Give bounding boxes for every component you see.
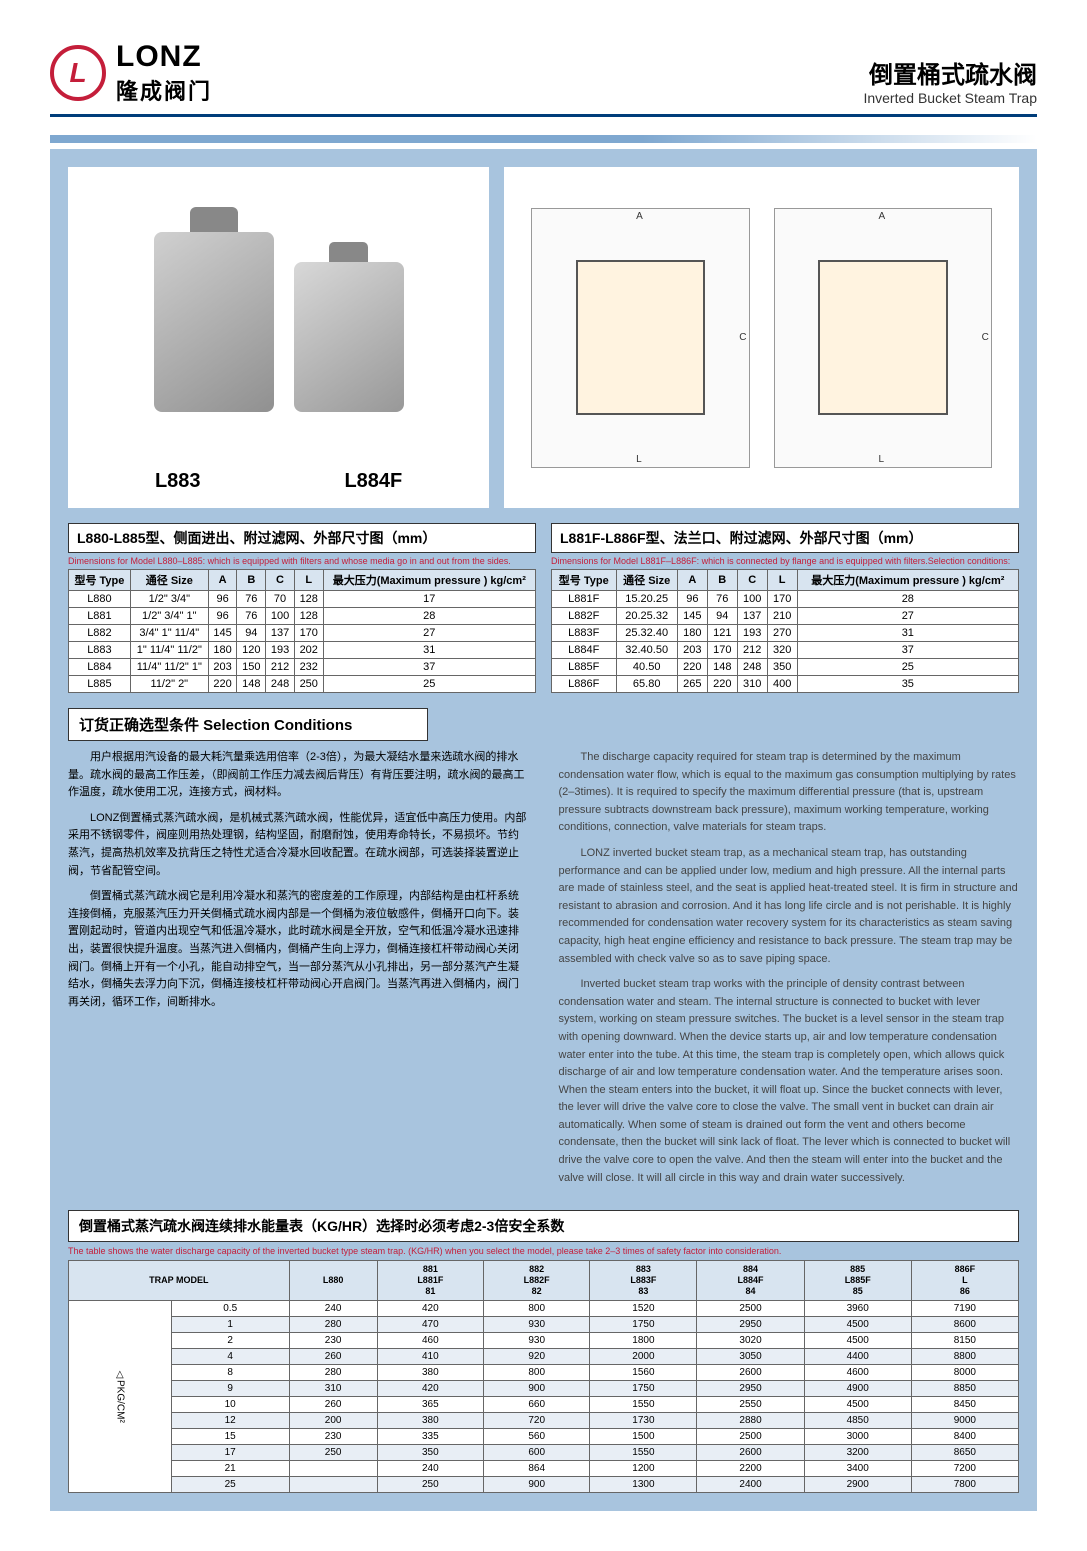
conditions-cn: 用户根据用汽设备的最大耗汽量乘选用倍率（2-3倍），为最大凝结水量来选疏水阀的排…	[68, 749, 529, 1195]
col-header: 最大压力(Maximum pressure ) kg/cm²	[797, 570, 1018, 591]
table-row: 122003807201730288048509000	[69, 1412, 1019, 1428]
table-row: L8823/4" 1" 11/4"1459413717027	[69, 625, 536, 642]
col-header: TRAP MODEL	[69, 1261, 290, 1300]
col-header: 882L882F82	[484, 1261, 590, 1300]
photo-label-1: L883	[155, 470, 201, 493]
dimension-table-1: L880-L885型、侧面进出、附过滤网、外部尺寸图（mm） Dimension…	[68, 523, 536, 693]
table-row: L885F40.5022014824835025	[552, 659, 1019, 676]
col-header: 型号 Type	[552, 570, 617, 591]
table-row: 42604109202000305044008800	[69, 1348, 1019, 1364]
table-row: L883F25.32.4018012119327031	[552, 625, 1019, 642]
product-photo-box: L883 L884F	[68, 167, 489, 508]
col-header: 884L884F84	[697, 1261, 804, 1300]
col-header: A	[208, 570, 237, 591]
table-row: 102603656601550255045008450	[69, 1396, 1019, 1412]
capacity-section: 倒置桶式蒸汽疏水阀连续排水能量表（KG/HR）选择时必须考虑2-3倍安全系数 T…	[68, 1210, 1019, 1492]
col-header: 883L883F83	[590, 1261, 697, 1300]
page-title: 倒置桶式疏水阀 Inverted Bucket Steam Trap	[863, 55, 1037, 106]
table1: 型号 Type通径 SizeABCL最大压力(Maximum pressure …	[68, 569, 536, 693]
col-header: C	[737, 570, 767, 591]
col-header: 881L881F81	[377, 1261, 483, 1300]
conditions-title: 订货正确选型条件 Selection Conditions	[68, 708, 428, 741]
col-header: B	[237, 570, 266, 591]
diagram-flanged: A L C	[774, 208, 992, 468]
table1-subtitle: Dimensions for Model L880–L885: which is…	[68, 556, 536, 566]
table-row: 152303355601500250030008400	[69, 1428, 1019, 1444]
col-header: C	[266, 570, 295, 591]
logo-en: LONZ	[116, 40, 212, 74]
table-row: 212408641200220034007200	[69, 1460, 1019, 1476]
capacity-subtitle: The table shows the water discharge capa…	[68, 1246, 1019, 1256]
table2-title: L881F-L886F型、法兰口、附过滤网、外部尺寸图（mm）	[551, 523, 1019, 553]
paragraph: LONZ倒置桶式蒸汽疏水阀，是机械式蒸汽疏水阀，性能优异，适宜低中高压力使用。内…	[68, 810, 529, 880]
table-row: 93104209001750295049008850	[69, 1380, 1019, 1396]
table-row: 12804709301750295045008600	[69, 1316, 1019, 1332]
col-header: 886FL86	[911, 1261, 1018, 1300]
table-row: L882F20.25.321459413721027	[552, 608, 1019, 625]
table-row: L8831" 11/4" 11/2"18012019320231	[69, 642, 536, 659]
table-row: L8811/2" 3/4" 1"967610012828	[69, 608, 536, 625]
logo-cn: 隆成阀门	[116, 74, 212, 106]
paragraph: The discharge capacity required for stea…	[559, 749, 1020, 837]
paragraph: LONZ inverted bucket steam trap, as a me…	[559, 845, 1020, 968]
col-header: 最大压力(Maximum pressure ) kg/cm²	[323, 570, 535, 591]
col-header: 885L885F85	[804, 1261, 911, 1300]
col-header: L880	[289, 1261, 377, 1300]
capacity-title: 倒置桶式蒸汽疏水阀连续排水能量表（KG/HR）选择时必须考虑2-3倍安全系数	[68, 1210, 1019, 1242]
table-row: 172503506001550260032008650	[69, 1444, 1019, 1460]
table-row: 22304609301800302045008150	[69, 1332, 1019, 1348]
table2-subtitle: Dimensions for Model L881F–L886F: which …	[551, 556, 1019, 566]
paragraph: 用户根据用汽设备的最大耗汽量乘选用倍率（2-3倍），为最大凝结水量来选疏水阀的排…	[68, 749, 529, 802]
col-header: L	[294, 570, 323, 591]
table-row: L88511/2" 2"22014824825025	[69, 676, 536, 693]
col-header: L	[767, 570, 797, 591]
page-header: L LONZ 隆成阀门 倒置桶式疏水阀 Inverted Bucket Stea…	[50, 40, 1037, 117]
product-image-l883	[154, 232, 274, 412]
table2: 型号 Type通径 SizeABCL最大压力(Maximum pressure …	[551, 569, 1019, 693]
paragraph: Inverted bucket steam trap works with th…	[559, 976, 1020, 1187]
diagram-box: A L C A L C	[504, 167, 1019, 508]
content-panel: L883 L884F A L C A L C	[50, 149, 1037, 1511]
table-row: L881F15.20.25967610017028	[552, 591, 1019, 608]
col-header: 通径 Size	[130, 570, 208, 591]
table-row: L886F65.8026522031040035	[552, 676, 1019, 693]
conditions-en: The discharge capacity required for stea…	[559, 749, 1020, 1195]
divider-strip	[50, 135, 1037, 143]
table-row: L884F32.40.5020317021232037	[552, 642, 1019, 659]
paragraph: 倒置桶式蒸汽疏水阀它是利用冷凝水和蒸汽的密度差的工作原理，内部结构是由杠杆系统连…	[68, 888, 529, 1011]
product-image-l884f	[294, 262, 404, 412]
title-en: Inverted Bucket Steam Trap	[863, 90, 1037, 106]
dimension-table-2: L881F-L886F型、法兰口、附过滤网、外部尺寸图（mm） Dimensio…	[551, 523, 1019, 693]
table-row: 82803808001560260046008000	[69, 1364, 1019, 1380]
logo-icon: L	[50, 45, 106, 101]
table-row: L88411/4" 11/2" 1"20315021223237	[69, 659, 536, 676]
col-header: A	[677, 570, 707, 591]
photo-label-2: L884F	[344, 470, 402, 493]
col-header: B	[707, 570, 737, 591]
diagram-threaded: A L C	[531, 208, 749, 468]
row-group-label: △PKG/CM²	[69, 1300, 172, 1492]
col-header: 通径 Size	[616, 570, 677, 591]
col-header: 型号 Type	[69, 570, 131, 591]
selection-conditions: 订货正确选型条件 Selection Conditions 用户根据用汽设备的最…	[68, 708, 1019, 1195]
table1-title: L880-L885型、侧面进出、附过滤网、外部尺寸图（mm）	[68, 523, 536, 553]
logo: L LONZ 隆成阀门	[50, 40, 212, 106]
table-row: L8801/2" 3/4"96767012817	[69, 591, 536, 608]
title-cn: 倒置桶式疏水阀	[863, 55, 1037, 90]
capacity-table: TRAP MODELL880881L881F81882L882F82883L88…	[68, 1260, 1019, 1492]
table-row: 252509001300240029007800	[69, 1476, 1019, 1492]
table-row: △PKG/CM²0.52404208001520250039607190	[69, 1300, 1019, 1316]
